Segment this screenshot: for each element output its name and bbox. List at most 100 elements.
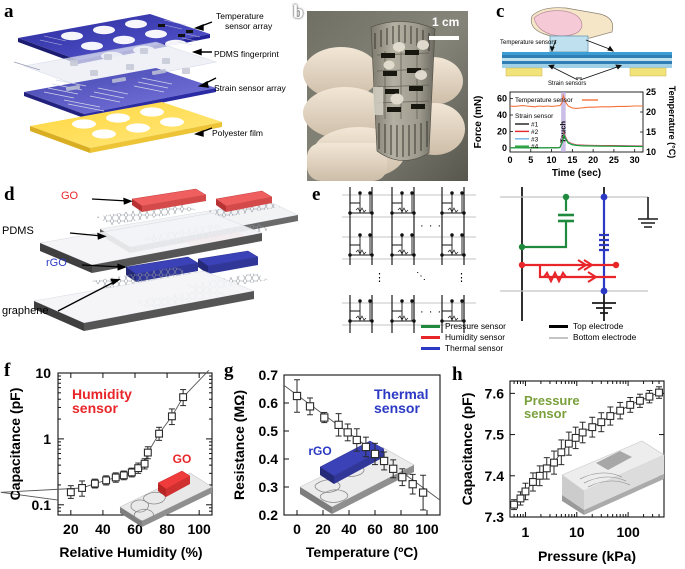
data-point: [361, 442, 371, 452]
y2-tick-label: 25: [646, 87, 656, 97]
data-point: [606, 412, 615, 420]
data-point: [140, 459, 149, 468]
data-point: [305, 402, 315, 411]
y-tick-label: 10: [35, 365, 51, 381]
scale-bar: [429, 36, 459, 40]
thermal-sensor-branch: [599, 197, 609, 291]
data-point: [78, 484, 87, 492]
panel-e-letter: e: [312, 184, 321, 205]
panel-f-inset: [119, 470, 213, 527]
finger-illustration: [530, 7, 614, 39]
x-tick-label: 0: [507, 155, 512, 165]
data-point: [578, 428, 587, 437]
x-tick-label: 60: [367, 521, 383, 537]
data-point: [134, 464, 143, 473]
chart-title-line1: Humidity: [72, 386, 132, 402]
data-point: [179, 393, 188, 402]
label-go: GO: [61, 190, 79, 202]
array-ellipsis-v2: ⋮: [456, 272, 467, 284]
data-point: [334, 420, 343, 429]
chart-title-line2: sensor: [72, 400, 118, 416]
data-point: [155, 429, 164, 438]
panel-a-schematic: [13, 14, 222, 153]
data-point: [645, 392, 654, 401]
legend-swatch-top-electrode: [549, 324, 568, 329]
y2-tick-label: 10: [646, 147, 656, 157]
data-point: [571, 433, 580, 442]
panel-h: h 1 10 100 7.3 7.4 7.5 7.6 Pressure sensor Pressu…: [450, 355, 685, 569]
legend-label-n1: #1: [531, 122, 539, 129]
sensor-array-circuit: · · · · · · ⋮ ⋮ ⋱: [342, 187, 476, 333]
data-point: [535, 471, 544, 480]
y-tick-label: 0.5: [259, 423, 279, 439]
legend-label-n2: #2: [531, 129, 539, 136]
x-tick-label: 80: [393, 521, 409, 537]
y-tick-label: 0.1: [32, 497, 52, 513]
panel-d-schematic: [33, 188, 299, 331]
panel-h-inset: [561, 440, 665, 515]
chart-title-line2: sensor: [374, 400, 420, 416]
legend-label-bottom-electrode: Bottom electrode: [573, 331, 637, 342]
data-point: [66, 488, 75, 497]
x-tick-label: 40: [341, 521, 357, 537]
legend-label-n3: #3: [531, 136, 539, 143]
panel-c-arrows: [548, 39, 622, 81]
touch-annotation: Touch: [558, 121, 567, 143]
legend-item-bottom-electrode: Bottom electrode: [549, 332, 679, 343]
x-tick-label: 40: [95, 521, 111, 537]
y-tick-label: 7.4: [485, 468, 505, 484]
panel-e-circuit: · · · · · · ⋮ ⋮ ⋱: [342, 187, 658, 333]
strain-sensors-schematic-label: Strain sensors: [548, 81, 586, 87]
legend-swatch-thermal: [421, 347, 440, 350]
y-tick-label: 0.7: [259, 367, 279, 383]
panel-c: c Temperature sensors Strain sens: [470, 0, 685, 185]
legend-item-pressure: Pressure sensor: [421, 321, 549, 332]
panel-g: g 0 20 40 60 80 100 0.2 0.3 0.4 0.5 0.6 0.7 rGO Therm…: [222, 355, 452, 569]
label-temperature-sensor-array: Temperature sensor array: [216, 11, 272, 31]
panel-a: a: [0, 0, 290, 185]
legend-strain-sensor: Strain sensor: [515, 113, 554, 120]
y-tick-label: 20: [497, 126, 507, 136]
y-tick-label: 0.2: [259, 507, 279, 523]
label-strain-sensor-array: Strain sensor array: [214, 83, 286, 93]
legend-swatch-humidity: [421, 336, 440, 339]
chart-title-line2: sensor: [524, 406, 567, 421]
data-point: [616, 406, 625, 415]
data-point: [90, 479, 99, 488]
panel-b: b: [293, 3, 468, 181]
chart-title-line1: Thermal: [374, 386, 428, 402]
inset-label-rgo: rGO: [308, 444, 331, 458]
y-tick-label: 7.3: [485, 509, 505, 525]
panel-c-letter: c: [496, 1, 505, 22]
data-point: [343, 428, 352, 437]
panel-a-letter: a: [4, 1, 14, 22]
legend-item-top-electrode: Top electrode: [549, 321, 679, 332]
label-rgo: rGO: [46, 257, 67, 269]
y-tick-label: 0.6: [259, 395, 279, 411]
data-point: [167, 412, 176, 421]
data-point: [557, 448, 566, 457]
x-axis-label: Temperature (ºC): [306, 544, 418, 560]
panel-g-letter: g: [224, 360, 234, 381]
lower-pdms-layer: [33, 270, 255, 331]
panel-e: e: [296, 185, 685, 357]
x-tick-label: 1: [522, 524, 530, 540]
panel-c-schematic: Temperature sensors Strain sensors: [500, 7, 672, 87]
panel-f: f 20 40 60 80 100 0.1 1 10 GO Humidity sensor Relat…: [0, 355, 225, 569]
y-axis-label: Capacitance (pF): [459, 393, 475, 506]
data-point: [542, 464, 551, 473]
data-point: [521, 487, 530, 496]
x-tick-label: 20: [63, 521, 79, 537]
inset-label-go: GO: [173, 452, 192, 466]
ground-symbol-top: [638, 197, 658, 228]
x-tick-label: 20: [588, 155, 598, 165]
panel-g-chart: 0 20 40 60 80 100 0.2 0.3 0.4 0.5 0.6 0.7 rGO Thermal…: [231, 367, 441, 560]
ground-symbol-bottom: [592, 302, 616, 314]
y2-tick-label: 15: [646, 127, 656, 137]
x-axis-label: Pressure (kPa): [538, 548, 636, 564]
y-axis-label: Capacitance (pF): [7, 388, 23, 501]
legend-label-thermal: Thermal sensor: [445, 342, 504, 353]
unit-cell-schematic: [500, 187, 658, 321]
data-point: [127, 468, 136, 477]
